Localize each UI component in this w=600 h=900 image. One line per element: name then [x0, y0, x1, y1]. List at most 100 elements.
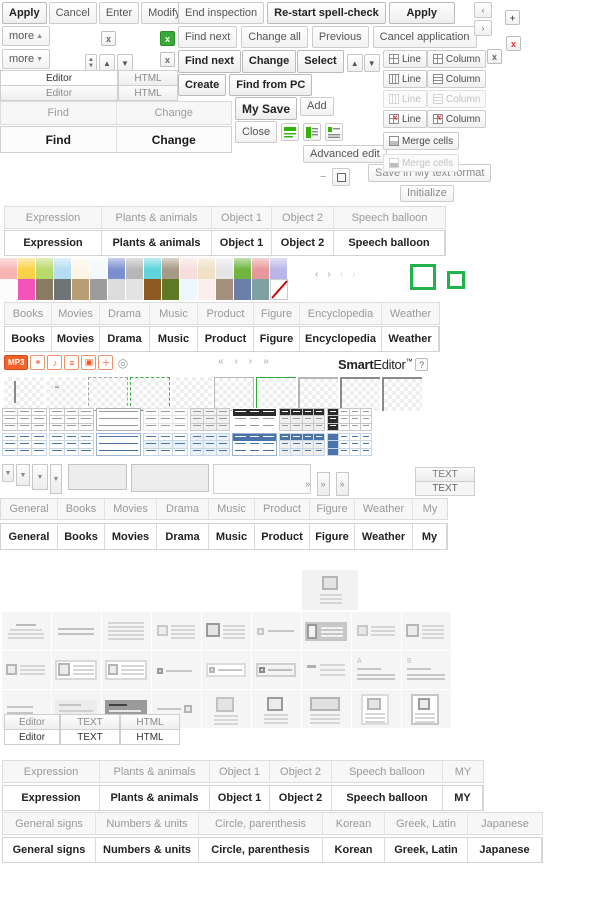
- tab-books-2-active[interactable]: Books: [58, 524, 105, 549]
- tab-music-2-active[interactable]: Music: [209, 524, 255, 549]
- headphones-icon[interactable]: ⚭: [30, 355, 46, 370]
- tab-figure-2-active[interactable]: Figure: [310, 524, 355, 549]
- palette-swatch[interactable]: [162, 279, 180, 300]
- tab-general-active[interactable]: General: [1, 524, 58, 549]
- dropdown-toggle-2[interactable]: ▼: [16, 464, 30, 486]
- layout-template-thumb[interactable]: [152, 651, 201, 689]
- html-tab-4[interactable]: HTML: [120, 729, 180, 745]
- tab-encyclopedia-active[interactable]: Encyclopedia: [300, 327, 382, 351]
- palette-swatch[interactable]: [90, 258, 108, 279]
- tab-speech-balloon-2[interactable]: Speech balloon: [332, 761, 443, 782]
- palette-swatch[interactable]: [234, 258, 252, 279]
- palette-swatch[interactable]: [108, 279, 126, 300]
- palette-swatch[interactable]: [0, 258, 18, 279]
- change-button-bold[interactable]: Change: [241, 50, 297, 73]
- palette-swatch[interactable]: [180, 258, 198, 279]
- frame-style-thumb[interactable]: [214, 377, 254, 411]
- frame-style-thumb[interactable]: [382, 377, 422, 411]
- layout-template-thumb[interactable]: [352, 690, 401, 728]
- palette-next-icon[interactable]: ›: [327, 269, 331, 280]
- frame-style-thumb[interactable]: [130, 377, 170, 411]
- tab-movies-2[interactable]: Movies: [105, 499, 157, 519]
- layout-template-thumb[interactable]: [302, 570, 358, 610]
- html-tab-2[interactable]: HTML: [118, 85, 178, 101]
- tab-object1-2[interactable]: Object 1: [210, 761, 270, 782]
- frame-style-thumb[interactable]: [298, 377, 338, 411]
- palette-swatch[interactable]: [108, 258, 126, 279]
- tab-object1-active[interactable]: Object 1: [212, 231, 272, 255]
- tab-my-2[interactable]: MY: [454, 765, 472, 778]
- find-next-button-bold[interactable]: Find next: [178, 50, 241, 73]
- tab-product-2[interactable]: Product: [255, 499, 310, 519]
- previous-button[interactable]: Previous: [311, 26, 369, 48]
- frame-style-thumb[interactable]: [172, 377, 212, 411]
- tab-movies[interactable]: Movies: [52, 303, 100, 324]
- table-style-gallery[interactable]: [2, 407, 372, 457]
- tab-encyclopedia[interactable]: Encyclopedia: [300, 303, 382, 324]
- table-style-thumb[interactable]: [232, 433, 277, 456]
- tab-figure[interactable]: Figure: [254, 303, 300, 324]
- tab-general[interactable]: General: [1, 499, 58, 519]
- tab-music-2[interactable]: Music: [209, 499, 255, 519]
- restore-window-icon[interactable]: [332, 168, 351, 186]
- tab-my-2-active[interactable]: MY: [443, 786, 483, 810]
- layout-template-thumb[interactable]: [202, 690, 251, 728]
- layout-template-thumb[interactable]: [302, 651, 351, 689]
- find-from-pc-button[interactable]: Find from PC: [229, 74, 313, 96]
- tab-music-active[interactable]: Music: [150, 327, 198, 351]
- restart-spellcheck-button[interactable]: Re-start spell-check: [267, 2, 386, 24]
- tab-movies-2-active[interactable]: Movies: [105, 524, 157, 549]
- editor-tab-4[interactable]: Editor: [4, 729, 60, 745]
- palette-swatch[interactable]: [36, 258, 54, 279]
- find-cell-inactive[interactable]: Find: [1, 102, 117, 124]
- advanced-edit-button[interactable]: Advanced edit: [303, 145, 387, 163]
- change-cell-inactive[interactable]: Change: [154, 107, 194, 119]
- tab-product[interactable]: Product: [198, 303, 254, 324]
- plus-icon[interactable]: ＋: [98, 355, 114, 370]
- delete-column-button[interactable]: x Column: [426, 110, 487, 128]
- align-center-icon[interactable]: [303, 123, 322, 141]
- tv-icon[interactable]: ▣: [81, 355, 97, 370]
- tab-greek-latin[interactable]: Greek, Latin: [385, 813, 468, 834]
- list-icon[interactable]: ≡: [64, 355, 80, 370]
- tab-japanese-active[interactable]: Japanese: [468, 838, 542, 862]
- layout-template-thumb[interactable]: [252, 651, 301, 689]
- tab-object2-2[interactable]: Object 2: [270, 761, 332, 782]
- tab-books-2[interactable]: Books: [58, 499, 105, 519]
- tab-expression-2-active[interactable]: Expression: [3, 786, 100, 810]
- find-next-button[interactable]: Find next: [178, 26, 238, 48]
- tab-weather-active[interactable]: Weather: [382, 327, 439, 351]
- tab-my-active[interactable]: My: [413, 524, 447, 549]
- layout-template-thumb[interactable]: A: [352, 651, 401, 689]
- tab-general-signs[interactable]: General signs: [3, 813, 96, 834]
- palette-swatch[interactable]: [54, 279, 72, 300]
- delete-line-button[interactable]: x Line: [383, 110, 427, 128]
- layout-template-thumb[interactable]: [202, 651, 251, 689]
- align-left-icon[interactable]: [281, 123, 300, 141]
- table-style-thumb[interactable]: [143, 432, 188, 457]
- add-plus-button[interactable]: +: [505, 10, 520, 25]
- editor-tab-1[interactable]: Editor: [0, 70, 118, 86]
- layout-template-thumb[interactable]: [2, 612, 51, 650]
- palette-swatch[interactable]: [18, 258, 36, 279]
- tab-object2-active[interactable]: Object 2: [272, 231, 334, 255]
- layout-template-thumb[interactable]: [52, 612, 101, 650]
- palette-swatch[interactable]: [72, 279, 90, 300]
- tab-books-active[interactable]: Books: [5, 327, 52, 351]
- layout-template-thumb[interactable]: [252, 612, 301, 650]
- nav-prev-button[interactable]: ‹: [474, 2, 492, 18]
- tab-drama-2-active[interactable]: Drama: [157, 524, 209, 549]
- text-tab-1[interactable]: TEXT: [60, 714, 120, 730]
- layout-template-thumb[interactable]: B: [402, 651, 451, 689]
- more-button-1[interactable]: more ▲: [2, 26, 50, 46]
- table-style-thumb[interactable]: [327, 432, 372, 457]
- cancel-button[interactable]: Cancel: [48, 2, 97, 24]
- palette-prev-icon[interactable]: ‹: [315, 269, 319, 280]
- pager-next-icon[interactable]: ›: [248, 356, 253, 367]
- tab-figure-active[interactable]: Figure: [254, 327, 300, 351]
- input-field-1[interactable]: [68, 464, 127, 490]
- minus-icon[interactable]: −: [320, 171, 327, 183]
- tab-drama-2[interactable]: Drama: [157, 499, 209, 519]
- palette-swatch[interactable]: [270, 258, 288, 279]
- tab-japanese[interactable]: Japanese: [481, 817, 529, 830]
